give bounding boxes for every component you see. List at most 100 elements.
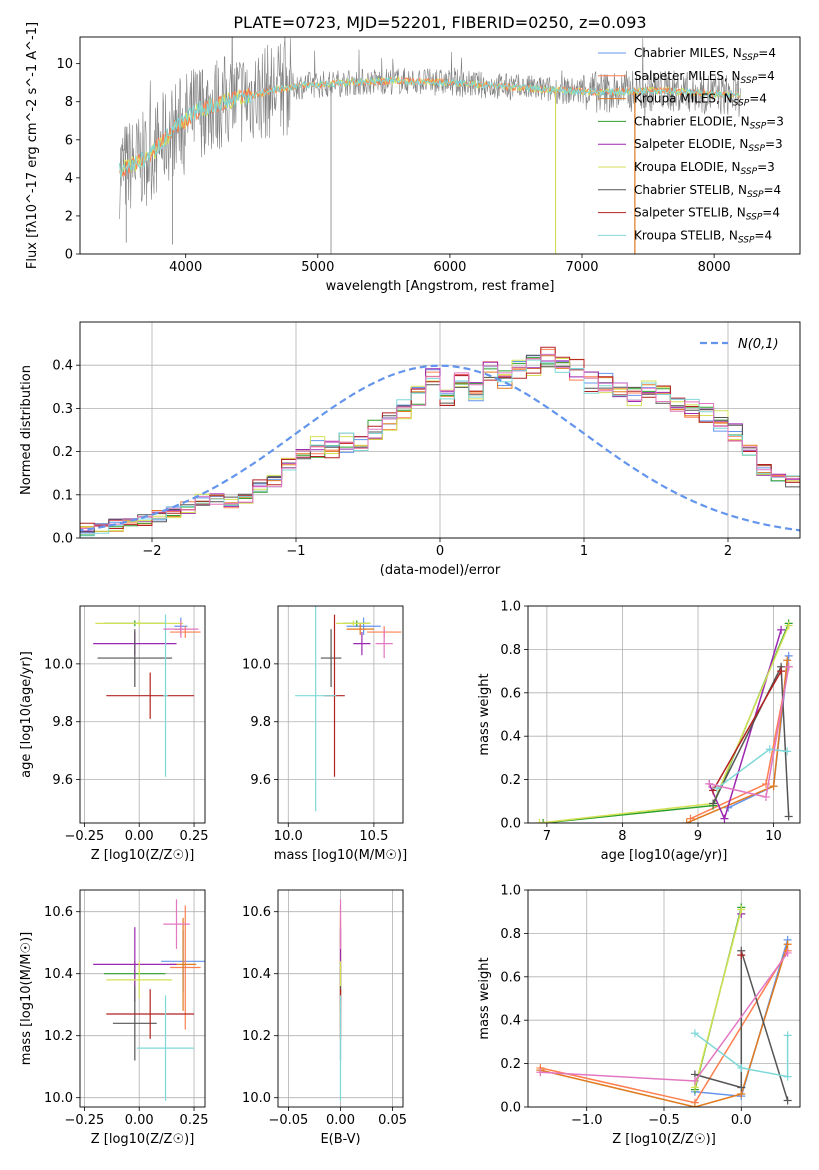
x-tick-label: −0.5 <box>648 1113 680 1128</box>
x-tick-label: 2 <box>724 544 732 559</box>
weight-point <box>784 621 793 630</box>
y-tick-label: 0.4 <box>52 359 73 374</box>
y-tick-label: 0.4 <box>500 1014 521 1029</box>
weight-point <box>777 667 786 676</box>
weight-point <box>539 819 548 823</box>
weight-point <box>690 1029 699 1038</box>
x-tick-label: 0.25 <box>180 829 209 844</box>
weight-point <box>737 1063 746 1072</box>
histogram-step <box>80 357 800 536</box>
spectrum-xlabel: wavelength [Angstrom, rest frame] <box>326 279 555 294</box>
weight-vs-age-frame <box>527 605 801 824</box>
age-vs-Z-panel: −0.25 0.00 0.25 9.6 9.8 10.0 Z [log10(Z/Z☉)] ag… <box>19 605 209 863</box>
residuals-ticks: −2 −1 0 1 2 0.0 0.1 0.2 0.3 0.4 <box>52 359 732 559</box>
spectrum-data-line <box>119 37 741 220</box>
spectrum-legend: Chabrier MILES, NSSP=4 Salpeter MILES, NS… <box>598 46 784 245</box>
y-tick-label: 10 <box>56 57 73 72</box>
age-vs-Z-xlabel: Z [log10(Z/Z☉)] <box>91 848 195 863</box>
legend-label: Salpeter MILES, NSSP=4 <box>634 69 775 86</box>
age-vs-mass-ticks: 10.0 10.5 9.6 9.8 10.0 <box>242 657 388 844</box>
weight-point <box>784 651 793 660</box>
y-tick-label: 10.6 <box>44 905 73 920</box>
weight-point <box>769 782 778 791</box>
x-tick-label: 0 <box>436 544 444 559</box>
weight-point <box>737 905 746 914</box>
spectrum-model-line <box>119 76 741 178</box>
weight-point <box>682 819 691 823</box>
y-tick-label: 0.8 <box>500 643 521 658</box>
histogram-step <box>80 358 800 532</box>
x-tick-label: 9 <box>694 829 702 844</box>
weight-vs-Z-plot <box>536 903 792 1107</box>
weight-line <box>712 670 782 791</box>
weight-point <box>762 792 770 801</box>
mass-vs-Z-xlabel: Z [log10(Z/Z☉)] <box>91 1132 195 1147</box>
weight-vs-Z-xlabel: Z [log10(Z/Z☉)] <box>612 1132 716 1147</box>
residuals-grid <box>80 322 800 539</box>
x-tick-label: −1.0 <box>571 1113 603 1128</box>
weight-point <box>783 1072 792 1081</box>
y-tick-label: 0.6 <box>500 970 521 985</box>
age-vs-mass-xlabel: mass [log10(M/M☉)] <box>274 848 407 863</box>
residuals-legend: N(0,1) <box>700 337 779 352</box>
x-tick-label: 0.00 <box>125 829 154 844</box>
weight-vs-Z-panel: −1.0 −0.5 0.0 0.0 0.2 0.4 0.6 0.8 1.0 Z [log10(Z/… <box>477 884 801 1147</box>
weight-line <box>694 1032 789 1078</box>
weight-vs-Z-frame <box>527 889 801 1108</box>
x-tick-label: −1 <box>286 544 305 559</box>
y-tick-label: 9.6 <box>52 773 73 788</box>
y-tick-label: 0.0 <box>500 1101 521 1116</box>
y-tick-label: 0.2 <box>500 773 521 788</box>
y-tick-label: 0 <box>65 248 73 263</box>
residuals-panel: −2 −1 0 1 2 0.0 0.1 0.2 0.3 0.4 (data-model)/error… <box>19 321 801 578</box>
residuals-ylabel: Normed distribution <box>19 365 34 495</box>
weight-point <box>777 625 786 634</box>
x-tick-label: 6000 <box>433 260 466 275</box>
y-tick-label: 6 <box>65 133 73 148</box>
weight-point <box>535 819 544 823</box>
x-tick-label: 0.25 <box>180 1113 209 1128</box>
age-vs-Z-ticks: −0.25 0.00 0.25 9.6 9.8 10.0 <box>44 657 208 844</box>
y-tick-label: 10.6 <box>242 905 271 920</box>
x-tick-label: 1 <box>580 544 588 559</box>
y-tick-label: 10.0 <box>242 657 271 672</box>
weight-point <box>783 656 792 665</box>
legend-label: Kroupa STELIB, NSSP=4 <box>634 228 772 245</box>
mass-vs-ebv-frame <box>277 889 404 1108</box>
spectrum-ticks: 4000 5000 6000 7000 8000 0 2 4 6 8 10 <box>56 57 730 275</box>
age-vs-Z-plot <box>93 614 201 777</box>
y-tick-label: 0.2 <box>52 445 73 460</box>
weight-vs-age-xlabel: age [log10(age/yr)] <box>601 848 728 863</box>
spectrum-plot <box>119 37 741 254</box>
x-tick-label: 10 <box>765 829 782 844</box>
legend-label: Chabrier STELIB, NSSP=4 <box>634 183 781 200</box>
y-tick-label: 9.8 <box>250 715 271 730</box>
mass-vs-Z-frame <box>79 889 206 1108</box>
y-tick-label: 10.2 <box>44 1029 73 1044</box>
weight-point <box>705 779 714 788</box>
residuals-frame <box>79 321 801 539</box>
weight-line <box>694 909 743 1088</box>
y-tick-label: 10.0 <box>242 1091 271 1106</box>
mass-vs-Z-panel: −0.25 0.00 0.25 10.0 10.2 10.4 10.6 Z [log10(Z/… <box>19 889 209 1147</box>
x-tick-label: 8 <box>618 829 626 844</box>
spectrum-frame <box>79 36 801 255</box>
x-tick-label: 0.00 <box>125 1113 154 1128</box>
weight-vs-age-ticks: 7 8 9 10 0.0 0.2 0.4 0.6 0.8 1.0 <box>500 600 782 845</box>
residuals-xlabel: (data-model)/error <box>380 563 501 578</box>
x-tick-label: 4000 <box>169 260 202 275</box>
x-tick-label: 10.5 <box>359 829 388 844</box>
mass-vs-ebv-ticks: −0.05 0.00 0.05 10.0 10.2 10.4 10.6 <box>242 905 407 1128</box>
histogram-step <box>80 354 800 533</box>
weight-point <box>784 662 793 671</box>
y-tick-label: 10.0 <box>44 1091 73 1106</box>
age-vs-mass-plot <box>295 606 402 812</box>
y-tick-label: 0.1 <box>52 488 73 503</box>
y-tick-label: 0.3 <box>52 402 73 417</box>
y-tick-label: 10.2 <box>242 1029 271 1044</box>
age-vs-Z-grid <box>80 606 205 823</box>
x-tick-label: 5000 <box>301 260 334 275</box>
y-tick-label: 1.0 <box>500 600 521 615</box>
